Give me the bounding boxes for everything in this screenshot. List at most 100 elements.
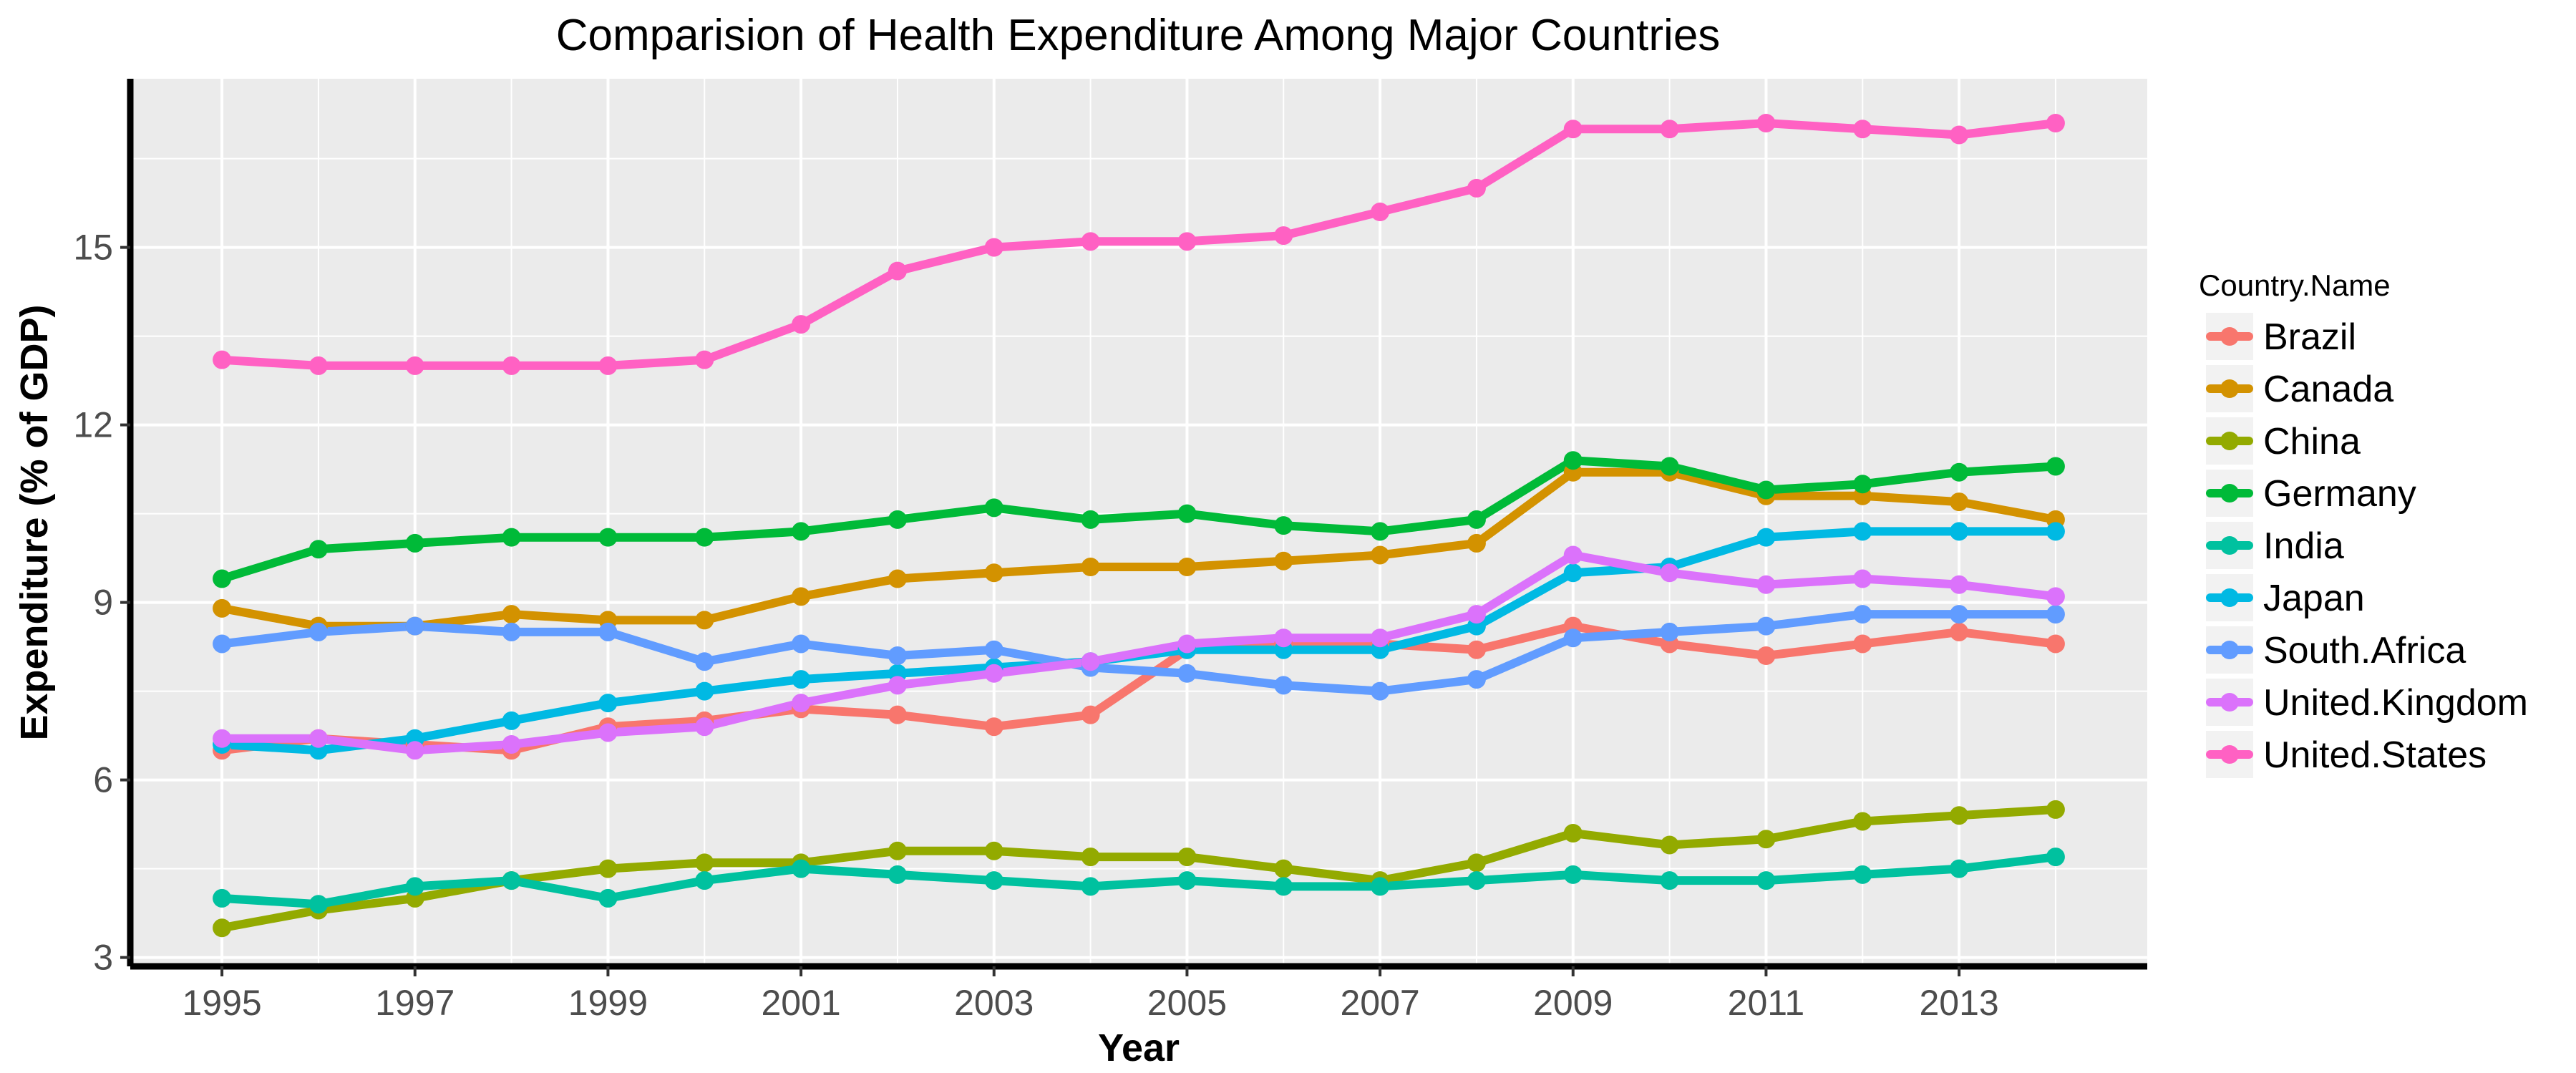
y-tick-label: 3	[93, 938, 113, 978]
legend-item-united-kingdom: United.Kingdom	[2206, 679, 2528, 726]
data-point-united-kingdom	[502, 735, 521, 754]
x-tick-label: 1999	[568, 983, 648, 1023]
data-point-canada	[502, 605, 521, 624]
data-point-united-kingdom	[984, 664, 1003, 683]
data-point-india	[1081, 877, 1100, 896]
data-point-brazil	[1853, 634, 1872, 654]
data-point-india	[1467, 871, 1486, 890]
data-point-united-states	[1081, 232, 1100, 251]
data-point-united-states	[1467, 178, 1486, 198]
data-point-brazil	[888, 705, 907, 724]
data-point-china	[1660, 835, 1679, 855]
data-point-united-kingdom	[1853, 569, 1872, 588]
data-point-japan	[502, 711, 521, 730]
series-line-china	[218, 805, 2060, 933]
series-points	[213, 114, 2065, 938]
data-point-united-kingdom	[598, 723, 618, 742]
data-point-germany	[1177, 504, 1197, 523]
data-point-china	[213, 918, 232, 938]
series-line-germany	[218, 456, 2060, 583]
data-point-india	[888, 865, 907, 884]
data-point-germany	[984, 498, 1003, 518]
data-point-south-africa	[695, 652, 714, 671]
data-point-china	[984, 841, 1003, 860]
legend-item-germany: Germany	[2206, 470, 2416, 517]
data-point-united-kingdom	[1756, 575, 1776, 594]
y-axis-title: Expenditure (% of GDP)	[13, 304, 56, 740]
series-line-india	[218, 853, 2060, 909]
data-point-germany	[1274, 516, 1293, 535]
data-point-united-states	[502, 356, 521, 375]
legend-key-point	[2220, 536, 2239, 555]
data-point-south-africa	[1274, 676, 1293, 695]
data-point-united-states	[1274, 226, 1293, 246]
data-point-india	[792, 859, 811, 878]
data-point-united-kingdom	[1950, 575, 1969, 594]
data-point-china	[1853, 812, 1872, 831]
data-point-canada	[1467, 533, 1486, 553]
series-lines	[218, 119, 2060, 933]
data-point-germany	[1660, 457, 1679, 476]
legend-key-point	[2220, 327, 2239, 346]
x-tick-label: 2005	[1147, 983, 1227, 1023]
data-point-united-states	[2046, 114, 2065, 132]
data-point-japan	[1563, 563, 1583, 583]
data-point-germany	[213, 569, 232, 588]
data-point-japan	[792, 670, 811, 689]
data-point-india	[1177, 871, 1197, 890]
data-point-united-states	[1563, 120, 1583, 139]
legend-label-united-states: United.States	[2263, 734, 2487, 776]
data-point-united-kingdom	[308, 729, 328, 748]
data-point-canada	[1177, 558, 1197, 576]
data-point-united-states	[695, 350, 714, 369]
data-point-united-states	[1950, 125, 1969, 145]
data-point-united-kingdom	[888, 676, 907, 695]
data-point-brazil	[1950, 622, 1969, 641]
data-point-united-kingdom	[1467, 605, 1486, 624]
legend-item-india: India	[2206, 522, 2344, 569]
data-point-united-states	[1756, 114, 1776, 132]
data-point-south-africa	[598, 622, 618, 641]
legend-key-point	[2220, 484, 2239, 502]
data-point-south-africa	[502, 622, 521, 641]
series-line-south-africa	[218, 610, 2060, 696]
data-point-south-africa	[1950, 605, 1969, 624]
legend-label-japan: Japan	[2263, 578, 2365, 619]
y-axis-ticks: 3 6 9 12 15	[73, 228, 130, 978]
data-point-south-africa	[1853, 605, 1872, 624]
data-point-canada	[695, 611, 714, 630]
x-tick-label: 1995	[182, 983, 261, 1023]
x-tick-label: 2007	[1340, 983, 1419, 1023]
data-point-india	[1274, 877, 1293, 896]
data-point-india	[1563, 865, 1583, 884]
data-point-germany	[1467, 510, 1486, 529]
legend-key-point	[2220, 432, 2239, 450]
data-point-south-africa	[1467, 670, 1486, 689]
data-point-india	[1371, 877, 1390, 896]
data-point-india	[695, 871, 714, 890]
data-point-china	[1563, 824, 1583, 843]
data-point-united-states	[1177, 232, 1197, 251]
data-point-germany	[792, 522, 811, 541]
data-point-united-kingdom	[792, 694, 811, 713]
data-point-germany	[405, 533, 424, 553]
legend-key-point	[2220, 641, 2239, 659]
data-point-india	[308, 895, 328, 914]
data-point-south-africa	[1371, 681, 1390, 701]
data-point-germany	[1853, 475, 1872, 494]
plot-panel	[130, 79, 2147, 966]
legend: Country.Name Brazil Canada China Germany Ind…	[2199, 268, 2528, 778]
data-point-united-states	[1853, 120, 1872, 139]
data-point-south-africa	[308, 622, 328, 641]
data-point-united-states	[888, 261, 907, 281]
data-point-china	[1950, 806, 1969, 825]
y-tick-label: 12	[73, 405, 113, 445]
data-point-india	[1756, 871, 1776, 890]
data-point-south-africa	[1756, 616, 1776, 636]
x-tick-label: 2003	[954, 983, 1034, 1023]
data-point-south-africa	[405, 616, 424, 636]
data-point-south-africa	[888, 646, 907, 665]
data-point-south-africa	[1563, 628, 1583, 648]
x-tick-label: 2011	[1728, 983, 1805, 1023]
